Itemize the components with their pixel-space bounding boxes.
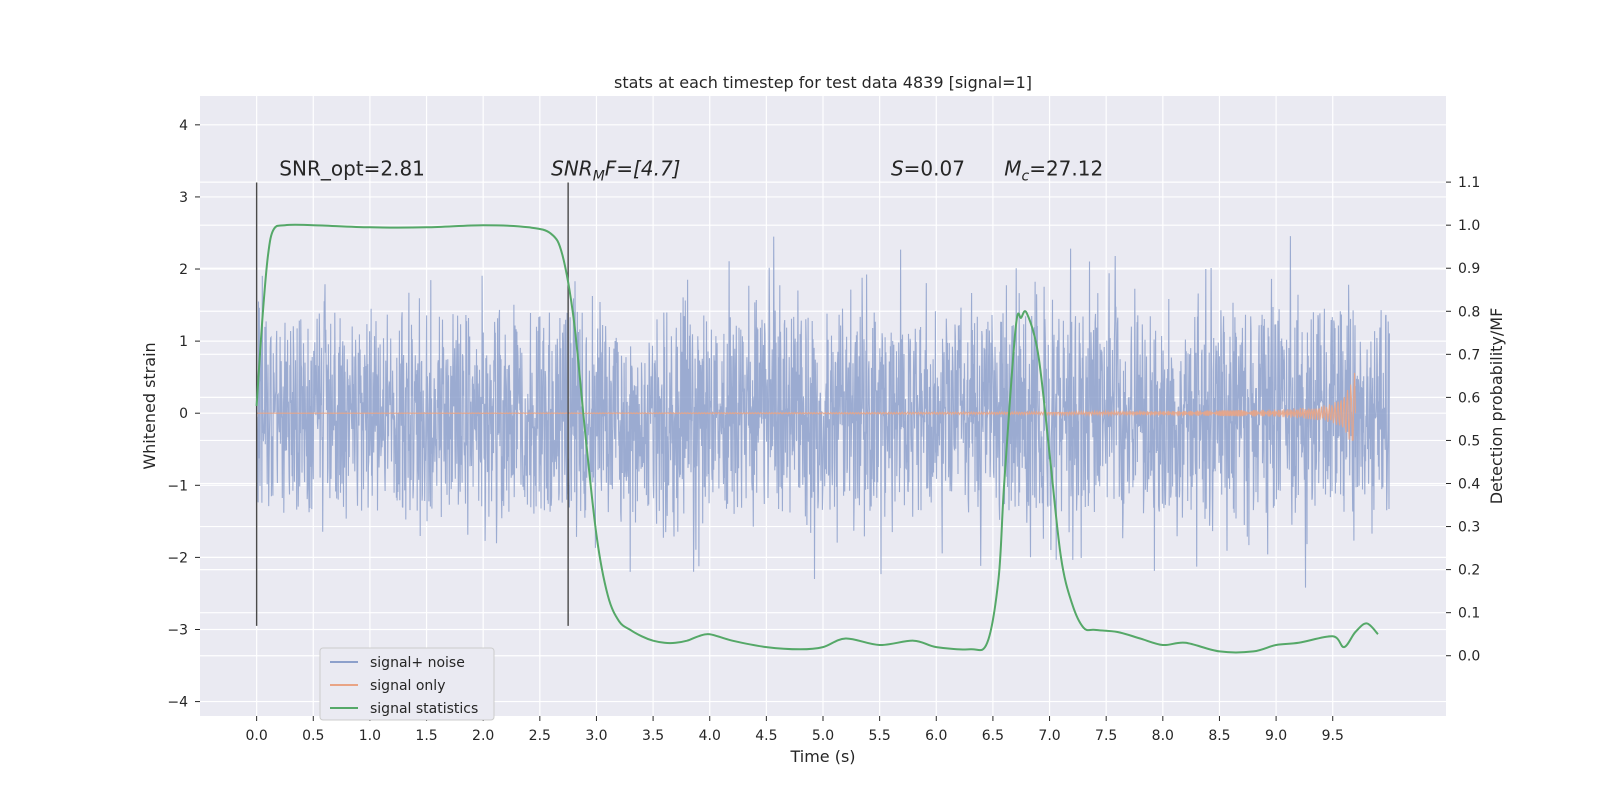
x-tick-label: 4.0 [699,728,721,744]
x-tick-label: 0.0 [246,728,268,744]
y-right-tick-label: 1.0 [1458,218,1480,234]
x-tick-label: 0.5 [302,728,324,744]
y-left-tick-label: 4 [179,118,188,134]
annotation-text: Mc=27.12 [1004,156,1103,184]
y-left-tick-label: 3 [179,190,188,206]
signal-statistics-line [255,223,1379,654]
x-tick-label: 1.5 [415,728,437,744]
y-left-tick-label: −4 [167,695,188,711]
y-left-tick-label: 1 [179,334,188,350]
x-tick-label: 6.5 [982,728,1004,744]
annotation-subscript: M [593,168,605,184]
legend-label-signal-only: signal only [370,678,445,694]
x-tick-label: 9.0 [1265,728,1287,744]
y-left-tick-label: 0 [179,406,188,422]
y-left-tick-labels: 4 3 2 1 0 −1 −2 −3 −4 [167,118,200,711]
legend-label-signal-noise: signal+ noise [370,655,465,671]
annotation-rest: F=[4.7] [605,156,681,180]
x-tick-label: 6.0 [925,728,947,744]
x-tick-label: 7.5 [1095,728,1117,744]
annotation-text: S=0.07 [891,156,965,180]
annotation-rest: =0.07 [904,156,965,180]
x-tick-label: 4.5 [755,728,777,744]
legend-box [319,647,495,721]
x-tick-labels: 0.0 0.5 1.0 1.5 2.0 2.5 3.0 3.5 4.0 4.5 5.0 5.5 6.0 6… [246,716,1344,744]
x-tick-label: 7.0 [1038,728,1060,744]
annotation-rest: =27.12 [1029,156,1103,180]
x-tick-label: 5.0 [812,728,834,744]
x-tick-label: 1.0 [359,728,381,744]
y-left-tick-label: −3 [167,622,188,638]
signal-only-series [256,372,1356,441]
annotation-main: S [891,156,904,180]
y-right-tick-label: 0.6 [1458,390,1480,406]
annotations: SNR_opt=2.81 SNRMF=[4.7] S=0.07 Mc=27.12 [279,156,1103,184]
signal-statistics-series [255,223,1379,654]
legend-label-signal-statistics: signal statistics [370,701,478,717]
signal-noise-line [256,236,1390,588]
x-tick-label: 2.0 [472,728,494,744]
y-right-tick-label: 0.9 [1458,261,1480,277]
y-right-tick-label: 0.2 [1458,563,1480,579]
y-right-tick-label: 0.7 [1458,347,1480,363]
x-tick-label: 8.5 [1208,728,1230,744]
y-left-tick-label: −1 [167,478,188,494]
x-tick-label: 2.5 [529,728,551,744]
y-axis-label-left: Whitened strain [140,342,159,469]
signal-noise-series [256,236,1390,588]
x-tick-label: 3.0 [585,728,607,744]
x-tick-label: 5.5 [869,728,891,744]
signal-only-line [256,372,1356,441]
y-right-tick-labels: 1.1 1.0 0.9 0.8 0.7 0.6 0.5 0.4 0.3 0.2 0.1 0.0 [1446,175,1480,665]
y-right-tick-label: 1.1 [1458,175,1480,191]
x-tick-label: 3.5 [642,728,664,744]
y-left-tick-label: −2 [167,550,188,566]
annotation-main: M [1004,156,1021,180]
y-right-tick-label: 0.8 [1458,304,1480,320]
annotation-text: SNR_opt=2.81 [279,156,425,180]
y-left-tick-label: 2 [179,262,188,278]
y-right-tick-label: 0.5 [1458,433,1480,449]
legend: signal+ noise signal only signal statist… [319,647,495,721]
y-right-tick-label: 0.3 [1458,520,1480,536]
y-right-tick-label: 0.4 [1458,477,1480,493]
y-axis-label-right: Detection probability/MF [1487,308,1506,505]
annotation-text: SNRMF=[4.7] [551,156,680,184]
x-axis-label: Time (s) [789,747,855,766]
annotation-subscript: c [1022,168,1030,184]
annotation-main: SNR_opt=2.81 [279,156,425,180]
x-tick-label: 9.5 [1322,728,1344,744]
x-tick-label: 8.0 [1152,728,1174,744]
y-right-tick-label: 0.0 [1458,649,1480,665]
y-right-tick-label: 0.1 [1458,606,1480,622]
chart-title: stats at each timestep for test data 483… [614,73,1032,92]
annotation-main: SNR [551,156,593,180]
